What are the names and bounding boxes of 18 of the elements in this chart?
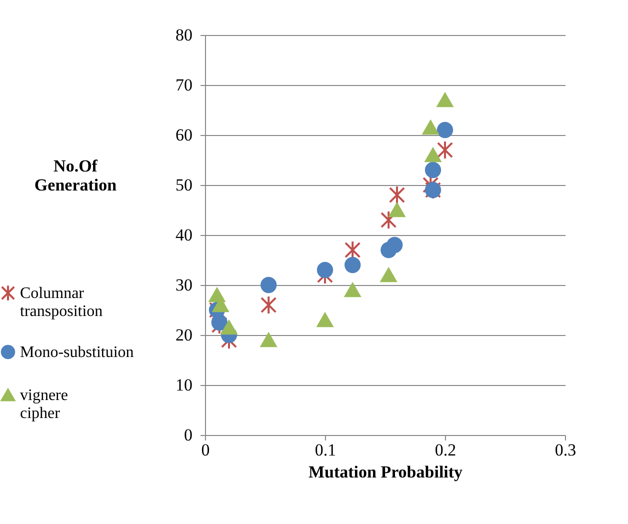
y-tick-label: 20 <box>176 326 192 344</box>
legend-label: Columnar transposition <box>20 285 103 320</box>
x-tick-label: 0.1 <box>314 440 336 460</box>
x-tick-label: 0.3 <box>554 440 576 460</box>
y-tick-label: 80 <box>176 26 192 44</box>
y-tick-label: 0 <box>184 426 192 444</box>
y-axis-title: No.Of Generation <box>34 156 118 194</box>
y-tick-label: 50 <box>176 176 192 194</box>
y-tick-label: 30 <box>176 276 192 294</box>
y-tick-label: 60 <box>176 126 192 144</box>
y-tick-label: 40 <box>176 226 192 244</box>
y-tick-label: 10 <box>176 376 192 394</box>
x-axis-title: Mutation Probability <box>308 462 464 482</box>
x-tick-label: 0 <box>201 440 210 460</box>
x-tick-label: 0.2 <box>434 440 456 460</box>
legend-label: vignere cipher <box>20 387 68 422</box>
legend-label: Mono-substituion <box>20 344 134 361</box>
y-tick-label: 70 <box>176 76 192 94</box>
